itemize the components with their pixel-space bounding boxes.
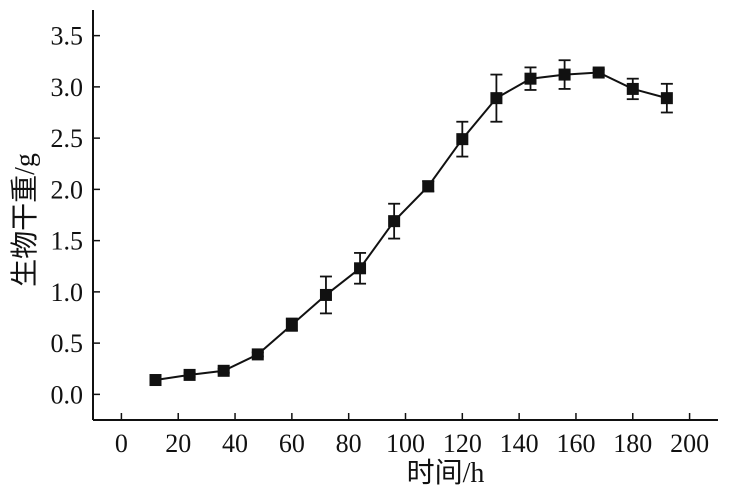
x-tick-label: 160	[556, 429, 595, 458]
data-point	[422, 180, 435, 193]
data-point	[456, 133, 469, 146]
data-point	[217, 364, 230, 377]
data-point	[251, 348, 264, 361]
y-tick-label: 3.5	[51, 22, 84, 51]
x-tick-label: 100	[386, 429, 425, 458]
y-tick-label: 0.0	[51, 380, 84, 409]
data-series	[149, 59, 673, 387]
data-point	[592, 66, 605, 79]
x-axis-ticks: 0 20 40 60 80 100 120 140 160 180 200	[115, 413, 709, 458]
data-point	[285, 318, 298, 331]
x-tick-label: 40	[222, 429, 248, 458]
data-point	[558, 68, 571, 81]
data-point	[149, 374, 162, 387]
data-point	[183, 368, 196, 381]
axes	[92, 10, 718, 421]
x-tick-label: 20	[165, 429, 191, 458]
x-axis-label: 时间/h	[407, 457, 485, 489]
x-tick-label: 200	[670, 429, 709, 458]
x-tick-label: 180	[613, 429, 652, 458]
data-point	[524, 72, 537, 85]
data-point	[660, 92, 673, 105]
x-tick-label: 60	[279, 429, 305, 458]
y-axis-label: 生物干重/g	[9, 153, 41, 287]
x-tick-label: 120	[443, 429, 482, 458]
y-axis-ticks: 0.0 0.5 1.0 1.5 2.0 2.5 3.0 3.5	[51, 22, 100, 409]
x-tick-label: 140	[500, 429, 539, 458]
y-tick-label: 1.0	[51, 278, 84, 307]
series-line	[155, 71, 668, 381]
data-point	[354, 262, 367, 275]
x-tick-label: 0	[115, 429, 128, 458]
y-tick-label: 1.5	[51, 227, 84, 256]
data-point	[319, 288, 332, 301]
y-tick-label: 2.0	[51, 175, 84, 204]
data-point	[388, 215, 401, 228]
y-tick-label: 3.0	[51, 73, 84, 102]
data-point	[626, 82, 639, 95]
data-point	[490, 92, 503, 105]
y-tick-label: 0.5	[51, 329, 84, 358]
y-tick-label: 2.5	[51, 124, 84, 153]
x-tick-label: 80	[336, 429, 362, 458]
